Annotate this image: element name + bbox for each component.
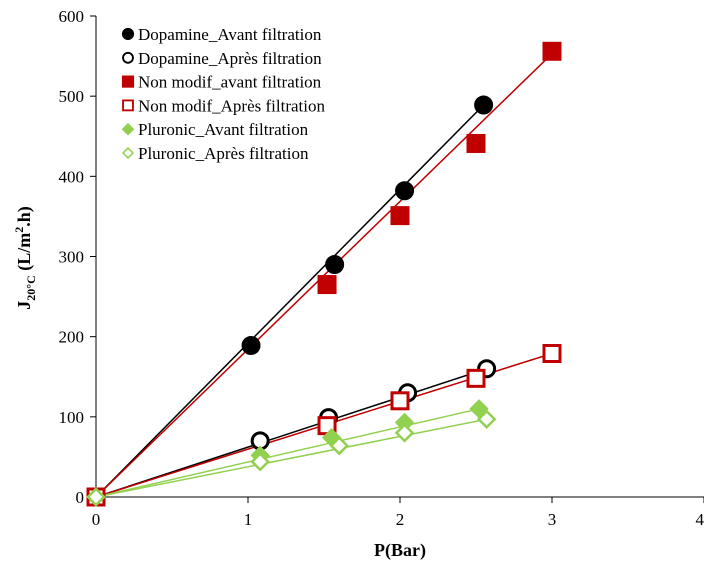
y-axis-title-sub: 20°C xyxy=(24,275,38,300)
y-tick-label: 400 xyxy=(59,167,85,186)
x-tick-label: 3 xyxy=(548,510,557,529)
open-diamond-marker xyxy=(476,409,497,430)
filled-circle-marker xyxy=(325,255,345,275)
y-axis-title-tail: .h) xyxy=(14,206,35,227)
trendline xyxy=(95,104,485,498)
trendline xyxy=(95,418,487,498)
y-tick-label: 0 xyxy=(76,488,85,507)
x-tick-label: 1 xyxy=(244,510,253,529)
y-axis-title-main: J xyxy=(14,301,34,310)
y-tick-label: 100 xyxy=(59,408,85,427)
open-diamond-marker xyxy=(250,451,270,472)
open-square-marker xyxy=(122,99,134,112)
y-tick-label: 300 xyxy=(59,248,85,267)
filled-circle-marker xyxy=(121,27,135,41)
open-square-marker xyxy=(542,344,562,364)
ticks: 0 100 200 300 400 500 600 0 1 2 3 4 xyxy=(59,7,704,529)
trendline xyxy=(95,368,487,498)
x-tick-label: 2 xyxy=(396,510,405,529)
filled-diamond-marker xyxy=(121,122,135,136)
legend: Dopamine_Avant filtration Dopamine_Après … xyxy=(121,25,325,163)
filled-circle-marker xyxy=(474,95,494,115)
filled-circle-marker xyxy=(241,335,261,355)
x-tick-label: 0 xyxy=(92,510,101,529)
filled-square-marker xyxy=(317,275,337,295)
open-diamond-marker xyxy=(121,146,135,160)
legend-label: Dopamine_Avant filtration xyxy=(138,25,322,44)
y-tick-label: 200 xyxy=(59,328,85,347)
y-axis-title-unit: (L/m xyxy=(14,233,35,276)
open-diamond-marker xyxy=(86,487,106,507)
open-diamond-marker xyxy=(394,423,415,443)
legend-label: Non modif_avant filtration xyxy=(138,73,322,92)
open-diamond-marker xyxy=(329,435,349,456)
filled-circle-marker xyxy=(395,181,415,201)
x-tick-label: 4 xyxy=(696,510,704,529)
legend-label: Non modif_Après filtration xyxy=(138,96,325,115)
legend-label: Pluronic_Avant filtration xyxy=(138,120,309,139)
open-square-marker xyxy=(466,368,486,388)
y-axis-title: J20°C (L/m2.h) xyxy=(12,206,38,309)
open-square-marker xyxy=(390,391,410,411)
open-circle-marker xyxy=(122,51,134,64)
filled-square-marker xyxy=(542,41,562,61)
filled-square-marker xyxy=(390,206,410,226)
y-axis-title-sup: 2 xyxy=(12,227,26,233)
legend-label: Pluronic_Après filtration xyxy=(138,144,309,163)
y-tick-label: 500 xyxy=(59,87,85,106)
legend-label: Dopamine_Après filtration xyxy=(138,49,322,68)
y-tick-label: 600 xyxy=(59,7,85,26)
data-points xyxy=(86,41,562,507)
filled-square-marker xyxy=(466,133,486,153)
filled-square-marker xyxy=(121,75,135,88)
trendline xyxy=(95,408,480,498)
x-axis-title: P(Bar) xyxy=(374,540,426,561)
